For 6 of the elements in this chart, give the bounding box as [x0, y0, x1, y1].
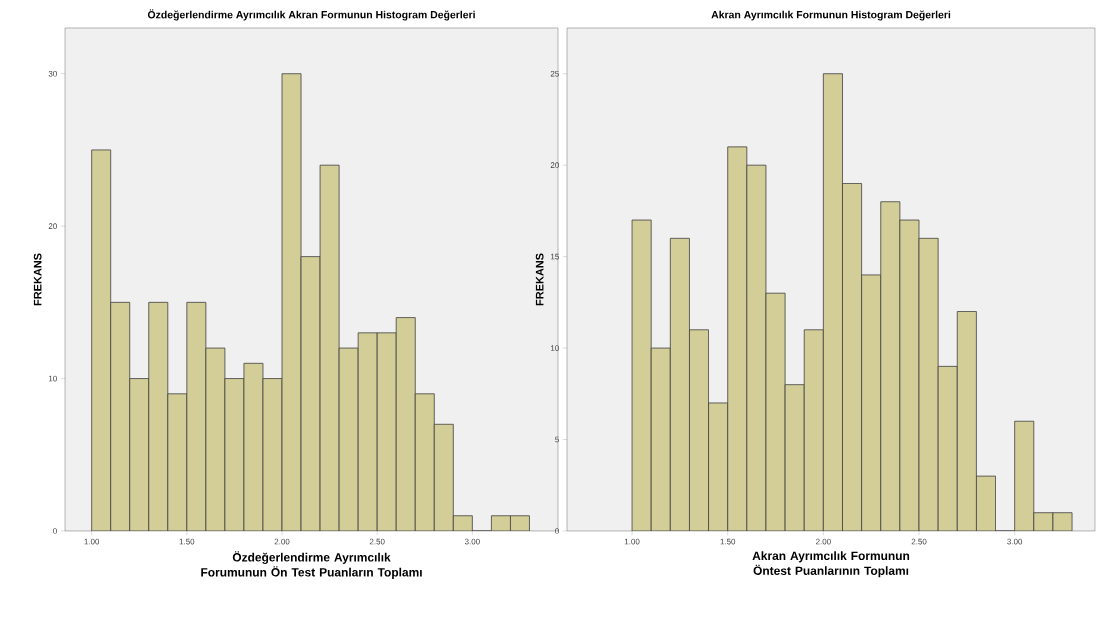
x-axis-title: Akran Ayrımcılık Formunun Öntest Puanlarının Toplamı — [752, 551, 910, 578]
chart-title: Özdeğerlendirme Ayrımcılık Akran Formunun Histogram Değerleri — [147, 9, 475, 21]
y-axis-title: FREKANS — [33, 253, 42, 306]
y-axis-title: FREKANS — [535, 253, 544, 306]
chart-title: Akran Ayrımcılık Formunun Histogram Değerleri — [711, 10, 951, 21]
x-axis-title: Özdeğerlendirme Ayrımcılık Forumunun Ön Test Puanların Toplamı — [201, 551, 422, 579]
